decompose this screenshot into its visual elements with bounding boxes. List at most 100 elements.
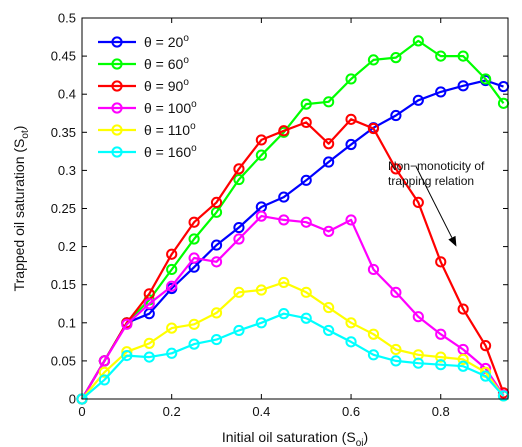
legend-entry: θ = 110o (98, 121, 196, 138)
data-point (479, 340, 492, 352)
data-point (457, 50, 469, 62)
data-point (233, 324, 245, 337)
data-point (300, 174, 312, 186)
data-point (479, 73, 492, 85)
legend-swatch-marker (111, 36, 123, 48)
data-point (255, 284, 267, 296)
data-point (166, 322, 178, 334)
data-point (188, 252, 200, 264)
data-point (210, 196, 223, 209)
data-point (390, 355, 402, 367)
data-point (390, 109, 402, 122)
data-point (278, 125, 290, 137)
data-point (233, 233, 245, 245)
data-point (323, 324, 335, 337)
data-point (390, 343, 402, 356)
annotation-line-2: trapping relation (388, 174, 474, 188)
y-axis-label: Trapped oil saturation (Sot) (11, 126, 31, 292)
data-point (278, 276, 290, 289)
legend-entry: θ = 90o (98, 77, 189, 94)
data-point (457, 353, 469, 365)
y-tick-label: 0.25 (51, 201, 76, 216)
data-point (166, 248, 178, 260)
data-point (166, 280, 178, 292)
y-tick-label: 0.4 (58, 87, 76, 102)
legend-label: θ = 60o (144, 55, 189, 72)
y-tick-label: 0.45 (51, 49, 76, 64)
data-point (457, 360, 469, 372)
data-point (412, 35, 424, 47)
legend-entry: θ = 160o (98, 143, 197, 160)
data-point (166, 347, 178, 359)
legend-label: θ = 100o (144, 99, 197, 116)
data-point (435, 328, 447, 340)
y-tick-label: 0.2 (58, 239, 76, 254)
data-point (143, 298, 155, 310)
series-line (81, 118, 505, 400)
data-point (188, 233, 200, 245)
data-point (143, 337, 155, 349)
data-point (435, 86, 447, 98)
y-tick-label: 0.15 (51, 277, 76, 292)
legend-swatch-marker (111, 58, 123, 70)
data-point (210, 333, 223, 346)
data-point (255, 210, 267, 222)
x-tick-label: 0.4 (252, 404, 270, 419)
data-point (345, 138, 357, 151)
legend-swatch-marker (111, 102, 123, 114)
legend-swatch-marker (111, 124, 123, 136)
data-point (300, 286, 312, 298)
data-point (367, 349, 380, 361)
x-tick-label: 0.2 (163, 404, 181, 419)
legend-label: θ = 90o (144, 77, 189, 94)
legend-entry: θ = 20o (98, 33, 189, 50)
data-point (323, 96, 335, 108)
y-tick-label: 0 (69, 392, 76, 407)
data-point (435, 351, 447, 363)
x-tick-label: 0.6 (342, 404, 360, 419)
legend-entry: θ = 100o (98, 99, 197, 116)
data-point (412, 357, 424, 369)
data-point (255, 134, 267, 146)
ticks-layer: 0 0.2 0.4 0.6 0.8 0 0.05 0.1 0.15 0.2 0.25 0.3 0.35 0… (51, 11, 508, 419)
data-point (98, 366, 111, 378)
y-tick-label: 0.3 (58, 163, 76, 178)
y-tick-label: 0.35 (51, 125, 76, 140)
y-tick-label: 0.1 (58, 315, 76, 330)
data-point (367, 263, 380, 276)
data-point (143, 351, 155, 363)
data-point (435, 50, 447, 62)
data-point (300, 98, 312, 110)
legend-label: θ = 160o (144, 143, 197, 160)
series-ff0000 (76, 113, 510, 405)
data-point (345, 336, 357, 348)
data-point (323, 225, 335, 237)
axis-labels: Initial oil saturation (Soi) Trapped oil… (11, 126, 368, 447)
series-0000ff (76, 74, 510, 405)
data-point (479, 370, 492, 382)
data-point (300, 216, 312, 228)
data-point (233, 173, 245, 186)
data-point (367, 328, 380, 340)
data-point (323, 301, 335, 314)
legend-entry: θ = 60o (98, 55, 189, 72)
data-point (345, 113, 357, 125)
annotation-arrow (415, 166, 453, 238)
data-point (300, 312, 312, 324)
y-tick-label: 0.5 (58, 11, 76, 26)
data-point (210, 256, 223, 268)
data-point (210, 239, 223, 251)
data-point (98, 374, 111, 386)
data-point (390, 286, 402, 298)
data-point (188, 338, 200, 350)
data-point (412, 94, 424, 106)
data-point (188, 318, 200, 330)
data-point (412, 196, 424, 209)
data-point (278, 214, 290, 226)
x-axis-label: Initial oil saturation (Soi) (222, 429, 368, 447)
data-point (121, 349, 133, 362)
series-layer (76, 35, 510, 405)
data-point (233, 221, 245, 234)
